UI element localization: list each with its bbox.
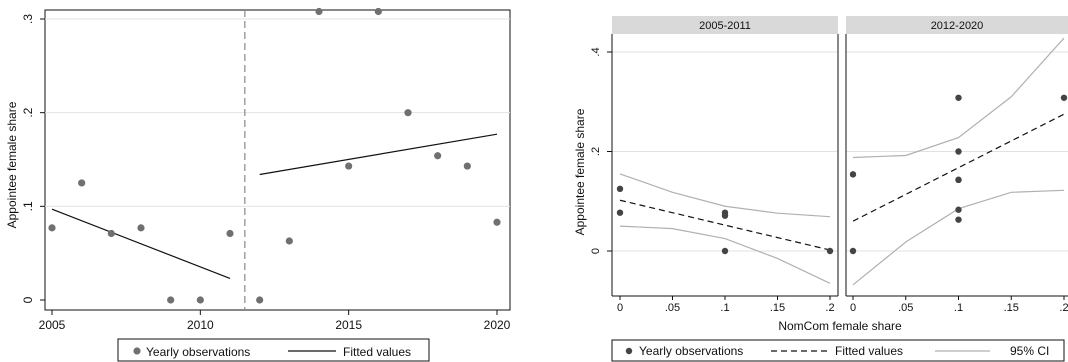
- left-legend-box: [117, 338, 430, 362]
- fitted-dashed-line: [619, 199, 831, 251]
- right-y-tick-label: .2: [590, 147, 602, 156]
- facet-x-tick-label: 0: [850, 302, 856, 314]
- ci-lower-line: [619, 225, 831, 284]
- left-data-point: [493, 218, 501, 226]
- left-y-tick-label: .2: [21, 107, 35, 117]
- left-data-point: [434, 152, 442, 160]
- facet-data-point: [721, 247, 729, 255]
- left-x-tick-label: 2010: [187, 318, 214, 332]
- left-y-tick-label: .1: [21, 201, 35, 211]
- left-plot-frame: [44, 9, 511, 311]
- right-legend-dot-marker: [625, 347, 633, 355]
- facet-ci-group: [852, 37, 1065, 286]
- facet-x-tick-label: .2: [1059, 302, 1068, 314]
- right-legend-label-observations: Yearly observations: [639, 344, 743, 358]
- facet-x-tick-label: .2: [825, 302, 834, 314]
- facet-x-tick-label: .15: [770, 302, 785, 314]
- left-data-point: [196, 296, 204, 304]
- left-x-tick-label: 2005: [39, 318, 66, 332]
- facet-ci-group: [619, 173, 831, 284]
- left-data-point: [167, 296, 175, 304]
- right-chart: Appointee female share 0 .2 .4 2005-2011 0 .05…: [573, 16, 1068, 362]
- left-fitted-line: [51, 208, 231, 280]
- left-legend-dot-marker: [133, 347, 141, 355]
- facet-data-point: [721, 212, 729, 219]
- facet-strip: [846, 16, 1068, 34]
- left-data-point: [226, 229, 234, 238]
- right-legend-box: [611, 339, 1065, 362]
- left-x-tick-label: 2020: [484, 318, 511, 332]
- right-x-axis-label: NomCom female share: [778, 319, 902, 333]
- left-data-point: [315, 7, 323, 16]
- left-legend-label-fitted: Fitted values: [343, 345, 411, 359]
- left-x-tick-label: 2015: [335, 318, 362, 332]
- facet-panel-1: 2005-2011 0 .05 .1 .15 .2: [611, 16, 839, 314]
- facet-x-tick-label: .1: [720, 302, 729, 314]
- left-data-point: [78, 179, 86, 187]
- facet-data-point: [955, 148, 962, 155]
- facet-data-point: [955, 206, 962, 213]
- left-data-point: [48, 224, 56, 232]
- facet-title: 2005-2011: [699, 20, 751, 32]
- left-y-axis-label: Appointee female share: [5, 101, 19, 228]
- right-legend-label-ci: 95% CI: [1010, 344, 1049, 358]
- facet-data-point: [849, 171, 857, 178]
- facet-data-point: [616, 185, 624, 193]
- facet-x-tick-label: .1: [954, 302, 963, 314]
- right-y-tick-label: 0: [590, 248, 602, 254]
- facet-title: 2012-2020: [931, 20, 984, 32]
- left-chart: 0 .1 .2 .3 2005 2010 2015 2020 Appointee female …: [5, 7, 511, 362]
- facet-data-point: [849, 247, 857, 255]
- facet-x-tick-label: .05: [898, 302, 913, 314]
- facet-data-point: [955, 176, 962, 184]
- right-legend-label-fitted: Fitted values: [835, 344, 903, 358]
- facet-data-point: [616, 209, 624, 216]
- ci-upper-line: [619, 173, 831, 218]
- facet-x-tick-label: .15: [1004, 302, 1019, 314]
- left-fitted-line: [259, 133, 498, 176]
- facet-strip: [612, 16, 838, 34]
- facet-data-point: [826, 247, 834, 255]
- left-data-point: [285, 237, 293, 245]
- left-data-point: [374, 7, 382, 16]
- ci-upper-line: [852, 37, 1065, 159]
- fitted-dashed-line: [852, 113, 1065, 222]
- facet-x-tick-label: 0: [617, 302, 623, 314]
- facet-data-point: [955, 94, 962, 101]
- right-y-tick-label: .4: [590, 47, 602, 56]
- right-y-axis-label: Appointee female share: [573, 108, 587, 235]
- left-legend-label-observations: Yearly observations: [146, 345, 250, 359]
- left-data-point: [256, 296, 264, 304]
- facet-data-point: [1060, 94, 1068, 101]
- left-data-point: [107, 229, 115, 238]
- facet-panel-2: 2012-2020 0 .05 .1 .15 .2: [845, 16, 1068, 314]
- left-data-point: [404, 109, 412, 117]
- left-data-point: [137, 224, 145, 232]
- left-data-point: [463, 162, 471, 170]
- left-data-point: [345, 162, 353, 170]
- left-y-tick-label: .3: [21, 14, 35, 24]
- facet-data-point: [955, 216, 962, 223]
- left-y-tick-label: 0: [21, 296, 35, 303]
- facet-x-tick-label: .05: [665, 302, 680, 314]
